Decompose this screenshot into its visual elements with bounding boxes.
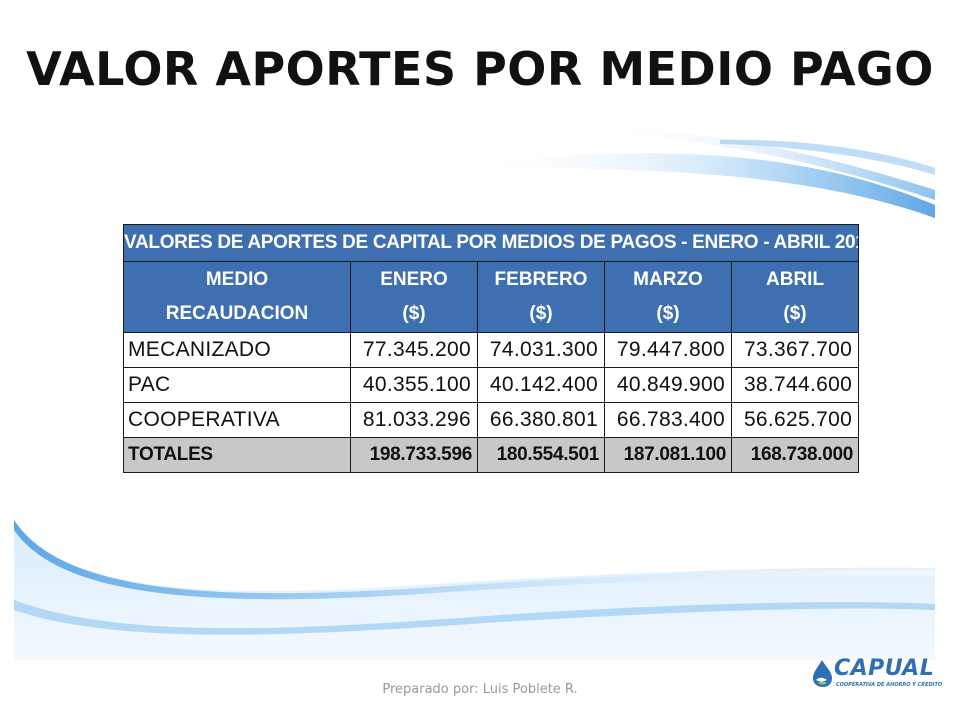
- table-row-cooperativa: COOPERATIVA 81.033.296 66.380.801 66.783…: [123, 402, 860, 438]
- table-cell: 40.142.400: [477, 367, 605, 403]
- column-header-line2: RECAUDACION: [165, 303, 309, 324]
- footer-credit: Preparado por: Luis Poblete R.: [382, 682, 578, 697]
- column-header-line2: ($): [402, 303, 426, 324]
- table-cell: 66.783.400: [604, 402, 732, 438]
- table-row-totales: TOTALES 198.733.596 180.554.501 187.081.…: [123, 437, 860, 473]
- column-header-line1: MARZO: [633, 269, 703, 290]
- aportes-table: VALORES DE APORTES DE CAPITAL POR MEDIOS…: [122, 224, 860, 473]
- column-header-line2: ($): [783, 303, 807, 324]
- table-cell: 66.380.801: [477, 402, 605, 438]
- water-drop-icon: [813, 660, 832, 687]
- column-header-abril: ABRIL ($): [730, 261, 860, 333]
- table-cell: 40.849.900: [604, 367, 732, 403]
- table-cell: 81.033.296: [350, 402, 478, 438]
- table-row-pac: PAC 40.355.100 40.142.400 40.849.900 38.…: [123, 367, 860, 403]
- table-cell: 38.744.600: [730, 367, 860, 403]
- column-header-line2: ($): [656, 303, 680, 324]
- column-header-febrero: FEBRERO ($): [477, 261, 605, 333]
- column-header-line1: ABRIL: [766, 269, 825, 290]
- logo-wordmark: CAPUAL: [834, 656, 935, 681]
- row-label: MECANIZADO: [123, 332, 351, 368]
- table-cell: 73.367.700: [730, 332, 860, 368]
- table-cell: 77.345.200: [350, 332, 478, 368]
- capual-logo: CAPUAL COOPERATIVA DE AHORRO Y CREDITO: [810, 656, 943, 692]
- table-cell: 56.625.700: [730, 402, 860, 438]
- table-cell: 40.355.100: [350, 367, 478, 403]
- total-cell: 187.081.100: [604, 437, 732, 473]
- table-cell: 74.031.300: [477, 332, 605, 368]
- column-header-line2: ($): [529, 303, 553, 324]
- totals-label: TOTALES: [123, 437, 351, 473]
- total-cell: 180.554.501: [477, 437, 605, 473]
- total-cell: 168.738.000: [730, 437, 860, 473]
- column-header-line1: ENERO: [380, 269, 448, 290]
- column-header-line1: FEBRERO: [494, 269, 588, 290]
- column-header-marzo: MARZO ($): [604, 261, 732, 333]
- column-header-line1: MEDIO: [205, 269, 269, 290]
- table-row-mecanizado: MECANIZADO 77.345.200 74.031.300 79.447.…: [123, 332, 860, 368]
- table-cell: 79.447.800: [604, 332, 732, 368]
- slide-title: VALOR APORTES POR MEDIO PAGO: [26, 42, 934, 96]
- table-header-row: MEDIO RECAUDACION ENERO ($) FEBRERO ($) …: [123, 261, 860, 333]
- table-caption: VALORES DE APORTES DE CAPITAL POR MEDIOS…: [122, 224, 860, 262]
- row-label: PAC: [123, 367, 351, 403]
- logo-tagline: COOPERATIVA DE AHORRO Y CREDITO: [836, 682, 943, 688]
- row-label: COOPERATIVA: [123, 402, 351, 438]
- column-header-enero: ENERO ($): [350, 261, 478, 333]
- column-header-medio: MEDIO RECAUDACION: [123, 261, 351, 333]
- table-caption-row: VALORES DE APORTES DE CAPITAL POR MEDIOS…: [122, 224, 860, 262]
- total-cell: 198.733.596: [350, 437, 478, 473]
